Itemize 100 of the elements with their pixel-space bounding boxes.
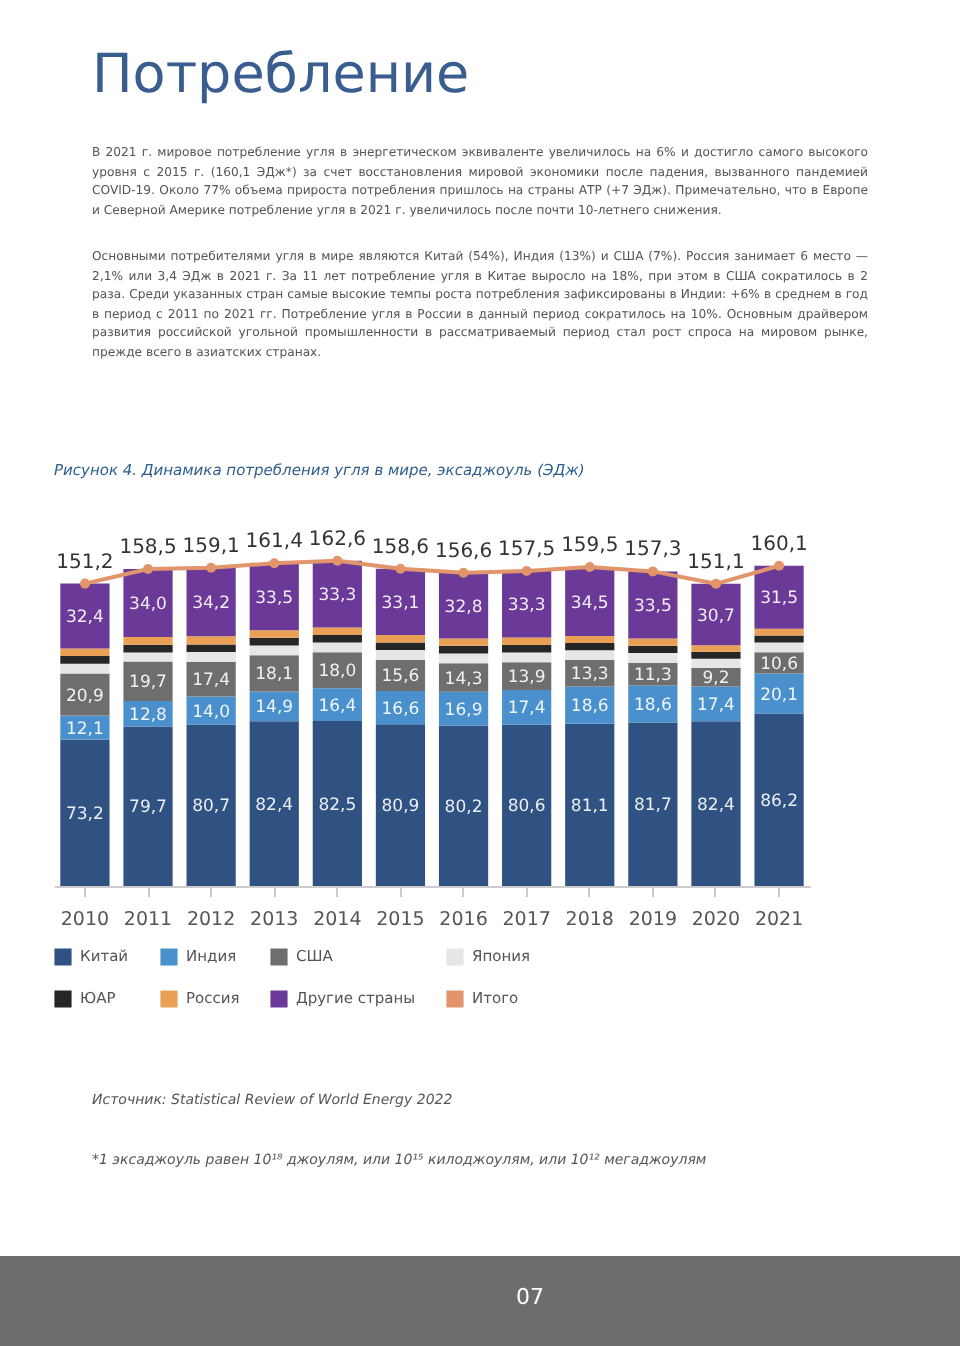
data-label: 33,5 — [255, 588, 294, 609]
data-label: 151,2 — [56, 551, 114, 574]
bar — [438, 638, 489, 646]
data-label: 33,3 — [507, 596, 546, 617]
data-label: 33,5 — [633, 596, 672, 617]
data-label: 80,2 — [444, 797, 483, 818]
data-label: 18,6 — [570, 697, 609, 718]
data-label: 14,0 — [192, 702, 231, 723]
bar — [628, 722, 678, 886]
bar — [123, 726, 173, 886]
bar — [502, 652, 552, 663]
data-label: 14,3 — [444, 669, 483, 690]
bar — [691, 658, 741, 668]
point — [710, 578, 721, 589]
bar — [691, 651, 741, 659]
data-label: 82,4 — [697, 795, 735, 816]
bar — [628, 645, 678, 653]
x-tick-label: 2017 — [502, 909, 551, 931]
bar — [502, 571, 552, 638]
point — [332, 555, 343, 566]
data-label: 14,9 — [255, 698, 294, 719]
bar — [123, 644, 173, 653]
bar — [186, 644, 236, 652]
data-label: 16,6 — [381, 699, 420, 720]
point — [521, 566, 532, 576]
data-label: 15,6 — [381, 667, 420, 688]
data-label: 20,9 — [65, 686, 104, 707]
text: Потребление — [92, 44, 470, 106]
data-label: 162,6 — [308, 528, 366, 551]
data-label: 81,1 — [570, 796, 609, 817]
bar — [754, 642, 804, 653]
text: 07 — [516, 1284, 544, 1310]
bar — [123, 569, 173, 637]
data-label: 159,1 — [182, 535, 240, 558]
data-label: 32,4 — [65, 608, 104, 628]
data-label: 16,9 — [444, 700, 483, 721]
bar — [249, 721, 299, 886]
bar — [60, 656, 110, 664]
data-label: 18,6 — [633, 696, 672, 716]
bar — [754, 713, 804, 886]
point — [395, 563, 406, 574]
bar — [691, 686, 741, 722]
point — [584, 562, 595, 572]
point — [143, 564, 154, 574]
x-tick-label: 2010 — [60, 909, 110, 931]
data-label: 157,3 — [624, 539, 682, 562]
x-tick-label: 2019 — [628, 909, 678, 931]
bar — [754, 565, 804, 629]
data-label: 18,1 — [255, 665, 294, 686]
data-label: 34,5 — [570, 593, 609, 614]
data-label: 81,7 — [633, 796, 672, 817]
data-label: 13,3 — [570, 665, 609, 686]
data-label: 33,1 — [381, 593, 420, 614]
data-label: 11,3 — [633, 666, 672, 687]
data-label: 82,4 — [255, 795, 294, 816]
bar — [60, 648, 110, 656]
point — [458, 567, 469, 578]
bar — [438, 653, 489, 664]
data-label: 34,2 — [192, 594, 231, 614]
bar — [502, 645, 552, 653]
x-tick-label: 2015 — [376, 909, 425, 931]
bar — [375, 642, 426, 650]
bar — [249, 630, 299, 638]
data-label: 17,4 — [192, 671, 231, 692]
data-label: 79,7 — [129, 798, 167, 819]
point — [206, 562, 217, 573]
bar — [691, 721, 741, 886]
bar — [186, 652, 236, 662]
bar — [123, 661, 173, 701]
bar — [312, 642, 362, 653]
data-label: 80,7 — [192, 797, 231, 818]
bar — [312, 635, 362, 643]
point — [79, 578, 90, 589]
data-label: 10,6 — [760, 654, 799, 675]
data-label: 16,4 — [318, 696, 357, 717]
bar — [565, 643, 615, 651]
bar — [375, 650, 426, 660]
bar — [249, 645, 299, 656]
data-label: 9,2 — [702, 669, 730, 690]
data-label: 158,5 — [119, 537, 177, 559]
data-label: 13,9 — [507, 668, 546, 689]
bar — [60, 663, 110, 674]
data-label: 18,0 — [318, 662, 357, 683]
data-label: 151,1 — [687, 551, 745, 574]
bar — [502, 724, 552, 886]
bar — [502, 637, 552, 645]
x-tick-label: 2018 — [565, 909, 614, 931]
data-label: 158,6 — [371, 536, 430, 559]
bar — [565, 650, 615, 660]
point — [647, 566, 658, 577]
data-label: 17,4 — [697, 695, 735, 716]
bar — [691, 583, 741, 646]
data-label: 30,7 — [697, 606, 735, 627]
data-label: 31,5 — [760, 589, 799, 610]
bar — [502, 690, 552, 725]
data-label: 80,6 — [507, 797, 546, 818]
bar — [186, 567, 236, 637]
x-tick-label: 2020 — [691, 909, 741, 931]
data-label: 12,8 — [129, 705, 167, 726]
data-label: 80,9 — [381, 797, 420, 818]
